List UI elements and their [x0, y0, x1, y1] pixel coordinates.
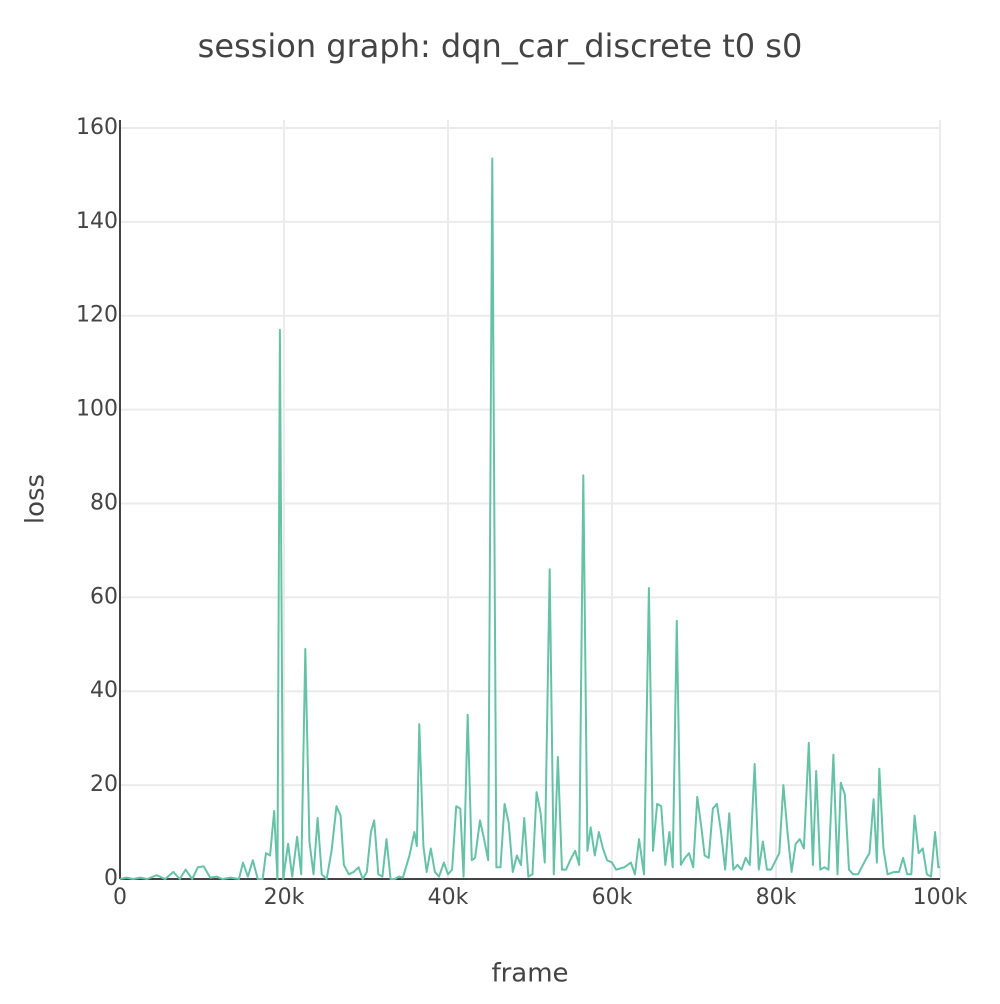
- y-tick-label: 0: [104, 866, 118, 891]
- x-tick-label: 60k: [592, 885, 633, 910]
- x-tick-label: 0: [113, 885, 127, 910]
- y-tick-label: 40: [90, 678, 118, 703]
- data-line: [119, 157, 940, 880]
- y-tick-label: 120: [76, 303, 118, 328]
- y-tick-label: 20: [90, 772, 118, 797]
- x-axis-label: frame: [491, 959, 568, 989]
- x-tick-label: 40k: [428, 885, 469, 910]
- y-tick-label: 80: [90, 490, 118, 515]
- x-tick-label: 20k: [264, 885, 305, 910]
- chart-title: session graph: dqn_car_discrete t0 s0: [198, 27, 803, 65]
- y-tick-label: 160: [76, 115, 118, 140]
- y-tick-label: 60: [90, 584, 118, 609]
- y-axis-label: loss: [21, 474, 51, 524]
- x-tick-label: 100k: [913, 885, 968, 910]
- x-tick-label: 80k: [756, 885, 797, 910]
- y-tick-label: 140: [76, 209, 118, 234]
- y-tick-label: 100: [76, 397, 118, 422]
